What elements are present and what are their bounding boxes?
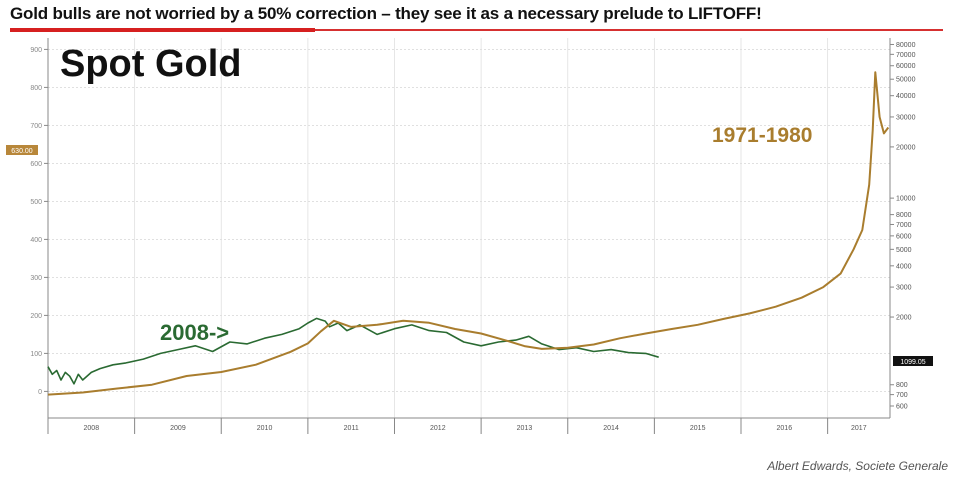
right-tick-label: 600 [896, 404, 908, 411]
right-axis-ticks: 600 700 800 2000 3000 4000 5000 6000 7000 8000 100… [890, 42, 916, 411]
x-tick-label: 2012 [430, 425, 446, 432]
right-tick-label: 80000 [896, 42, 916, 49]
left-tick-label: 800 [30, 85, 42, 92]
x-tick-label: 2015 [690, 425, 706, 432]
right-tick-label: 10000 [896, 196, 916, 203]
right-tick-label: 2000 [896, 315, 912, 322]
right-tick-label: 6000 [896, 233, 912, 240]
right-tick-label: 800 [896, 382, 908, 389]
x-tick-label: 2017 [851, 425, 867, 432]
x-tick-label: 2016 [777, 425, 793, 432]
right-tick-label: 30000 [896, 114, 916, 121]
headline: Gold bulls are not worried by a 50% corr… [10, 4, 762, 23]
annotation-1971-1980: 1971-1980 [712, 124, 812, 147]
right-tick-label: 60000 [896, 63, 916, 70]
left-tick-label: 100 [30, 351, 42, 358]
left-tick-label: 0 [38, 389, 42, 396]
x-tick-label: 2014 [603, 425, 619, 432]
headline-underline [10, 29, 943, 31]
horizontal-gridlines [48, 49, 890, 392]
plot-area [48, 38, 890, 418]
left-tick-label: 900 [30, 47, 42, 54]
right-tick-label: 20000 [896, 144, 916, 151]
right-tick-label: 700 [896, 392, 908, 399]
source-credit: Albert Edwards, Societe Generale [767, 459, 948, 473]
right-tick-label: 5000 [896, 247, 912, 254]
x-axis-ticks: 2008 2009 2010 2011 2012 2013 2014 2015 2016 2017 [47, 418, 867, 434]
right-tick-label: 70000 [896, 52, 916, 59]
chart-title: Spot Gold [60, 43, 242, 85]
x-tick-label: 2011 [344, 425, 359, 432]
gold-1971-1980-line [47, 71, 890, 396]
gold-chart: 0 100 200 300 400 500 600 700 800 900 600 700 800 20… [6, 38, 933, 434]
annotation-2008: 2008-> [160, 320, 229, 345]
right-tick-label: 7000 [896, 222, 912, 229]
x-tick-label: 2009 [170, 425, 186, 432]
right-tick-label: 40000 [896, 93, 916, 100]
x-tick-label: 2013 [517, 425, 533, 432]
right-tick-label: 3000 [896, 285, 912, 292]
right-tick-label: 50000 [896, 77, 916, 84]
right-tick-label: 4000 [896, 263, 912, 270]
right-value-badge: 1099.05 [900, 359, 925, 366]
x-tick-label: 2010 [257, 425, 273, 432]
left-value-badge: 630.00 [11, 148, 33, 155]
right-value-badge-box [893, 356, 933, 366]
left-tick-label: 600 [30, 161, 42, 168]
spot-gold-line [47, 317, 659, 385]
left-tick-label: 300 [30, 275, 42, 282]
left-value-badge-box [6, 145, 38, 155]
left-tick-label: 700 [30, 123, 42, 130]
right-tick-label: 8000 [896, 212, 912, 219]
left-tick-label: 400 [30, 237, 42, 244]
left-tick-label: 200 [30, 313, 42, 320]
left-tick-label: 500 [30, 199, 42, 206]
x-tick-label: 2008 [84, 425, 100, 432]
headline-underline-emphasis [10, 28, 315, 32]
left-axis-ticks: 0 100 200 300 400 500 600 700 800 900 [30, 47, 48, 396]
